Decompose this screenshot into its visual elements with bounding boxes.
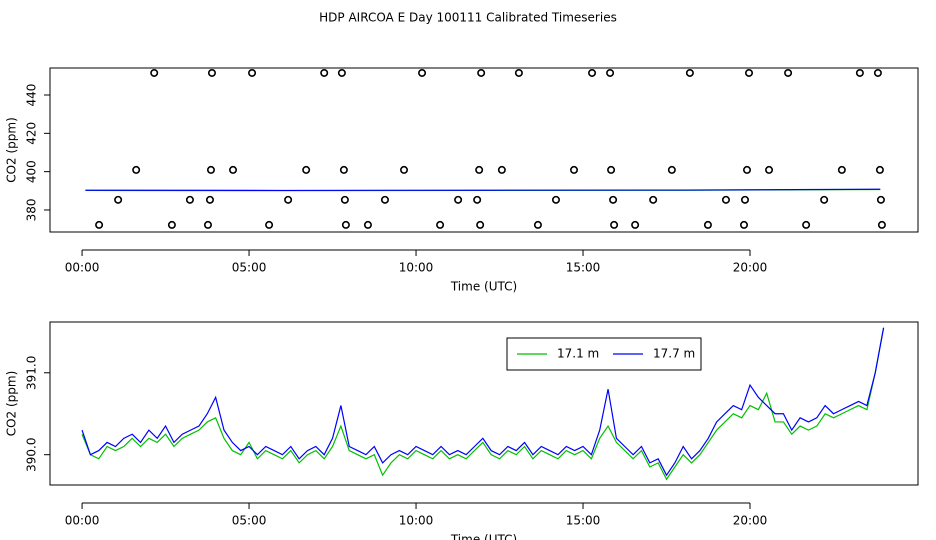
series-line: [85, 188, 881, 192]
page-title: HDP AIRCOA E Day 100111 Calibrated Times…: [319, 11, 617, 25]
point: [265, 220, 274, 229]
point: [703, 220, 712, 229]
point: [400, 165, 409, 174]
x-tick-label: 15:00: [566, 261, 601, 275]
point: [533, 220, 542, 229]
point: [475, 165, 484, 174]
point: [607, 165, 616, 174]
panel: 00:00 05:00 10:00 15:00 20:00 Time (UTC) 390.0…: [5, 321, 919, 540]
point: [609, 195, 618, 204]
point: [649, 195, 658, 204]
x-tick-label: 15:00: [566, 514, 601, 528]
point: [436, 220, 445, 229]
point: [95, 220, 104, 229]
point: [741, 195, 750, 204]
point: [207, 68, 216, 77]
point: [320, 68, 329, 77]
legend-label: 17.7 m: [653, 347, 695, 361]
point: [606, 68, 615, 77]
point: [514, 68, 523, 77]
x-tick-label: 00:00: [65, 514, 100, 528]
series-line: [81, 327, 885, 481]
legend: 17.1 m 17.7 m: [506, 337, 702, 371]
point: [205, 195, 214, 204]
point: [631, 220, 640, 229]
point: [114, 195, 123, 204]
point: [339, 165, 348, 174]
point: [721, 195, 730, 204]
point: [876, 195, 885, 204]
point: [284, 195, 293, 204]
y-tick-label: 380: [25, 199, 39, 222]
point: [454, 195, 463, 204]
point: [588, 68, 597, 77]
legend-label: 17.1 m: [557, 347, 599, 361]
point: [341, 220, 350, 229]
x-tick-label: 20:00: [733, 261, 768, 275]
point: [248, 68, 257, 77]
y-tick-label: 420: [25, 122, 39, 145]
x-tick-label: 05:00: [232, 261, 267, 275]
point: [837, 165, 846, 174]
point: [855, 68, 864, 77]
point: [340, 195, 349, 204]
point: [570, 165, 579, 174]
series-line: [81, 327, 885, 477]
point: [745, 68, 754, 77]
point: [610, 220, 619, 229]
point: [380, 195, 389, 204]
point: [418, 68, 427, 77]
point: [337, 68, 346, 77]
point: [132, 165, 141, 174]
x-tick-label: 20:00: [733, 514, 768, 528]
point: [497, 165, 506, 174]
point: [802, 220, 811, 229]
point: [743, 165, 752, 174]
point: [476, 220, 485, 229]
y-tick-label: 400: [25, 160, 39, 183]
x-axis-label: Time (UTC): [450, 533, 517, 540]
point: [302, 165, 311, 174]
point: [875, 165, 884, 174]
point: [877, 220, 886, 229]
point: [185, 195, 194, 204]
y-axis-label: CO2 (ppm): [5, 117, 19, 183]
point: [150, 68, 159, 77]
point: [473, 195, 482, 204]
point: [477, 68, 486, 77]
point: [739, 220, 748, 229]
panel: 00:00 05:00 10:00 15:00 20:00 Time (UTC) 380 40…: [5, 67, 919, 294]
y-tick-label: 390.0: [25, 438, 39, 472]
x-tick-label: 10:00: [399, 261, 434, 275]
point: [167, 220, 176, 229]
y-axis-label: CO2 (ppm): [5, 371, 19, 437]
y-tick-label: 391.0: [25, 356, 39, 390]
point: [685, 68, 694, 77]
point: [820, 195, 829, 204]
point: [784, 68, 793, 77]
point: [667, 165, 676, 174]
point: [229, 165, 238, 174]
point: [206, 165, 215, 174]
point: [203, 220, 212, 229]
y-tick-label: 440: [25, 84, 39, 107]
x-tick-label: 00:00: [65, 261, 100, 275]
x-axis-label: Time (UTC): [450, 280, 517, 294]
x-tick-label: 10:00: [399, 514, 434, 528]
point: [363, 220, 372, 229]
point: [873, 68, 882, 77]
point: [765, 165, 774, 174]
point: [551, 195, 560, 204]
x-tick-label: 05:00: [232, 514, 267, 528]
